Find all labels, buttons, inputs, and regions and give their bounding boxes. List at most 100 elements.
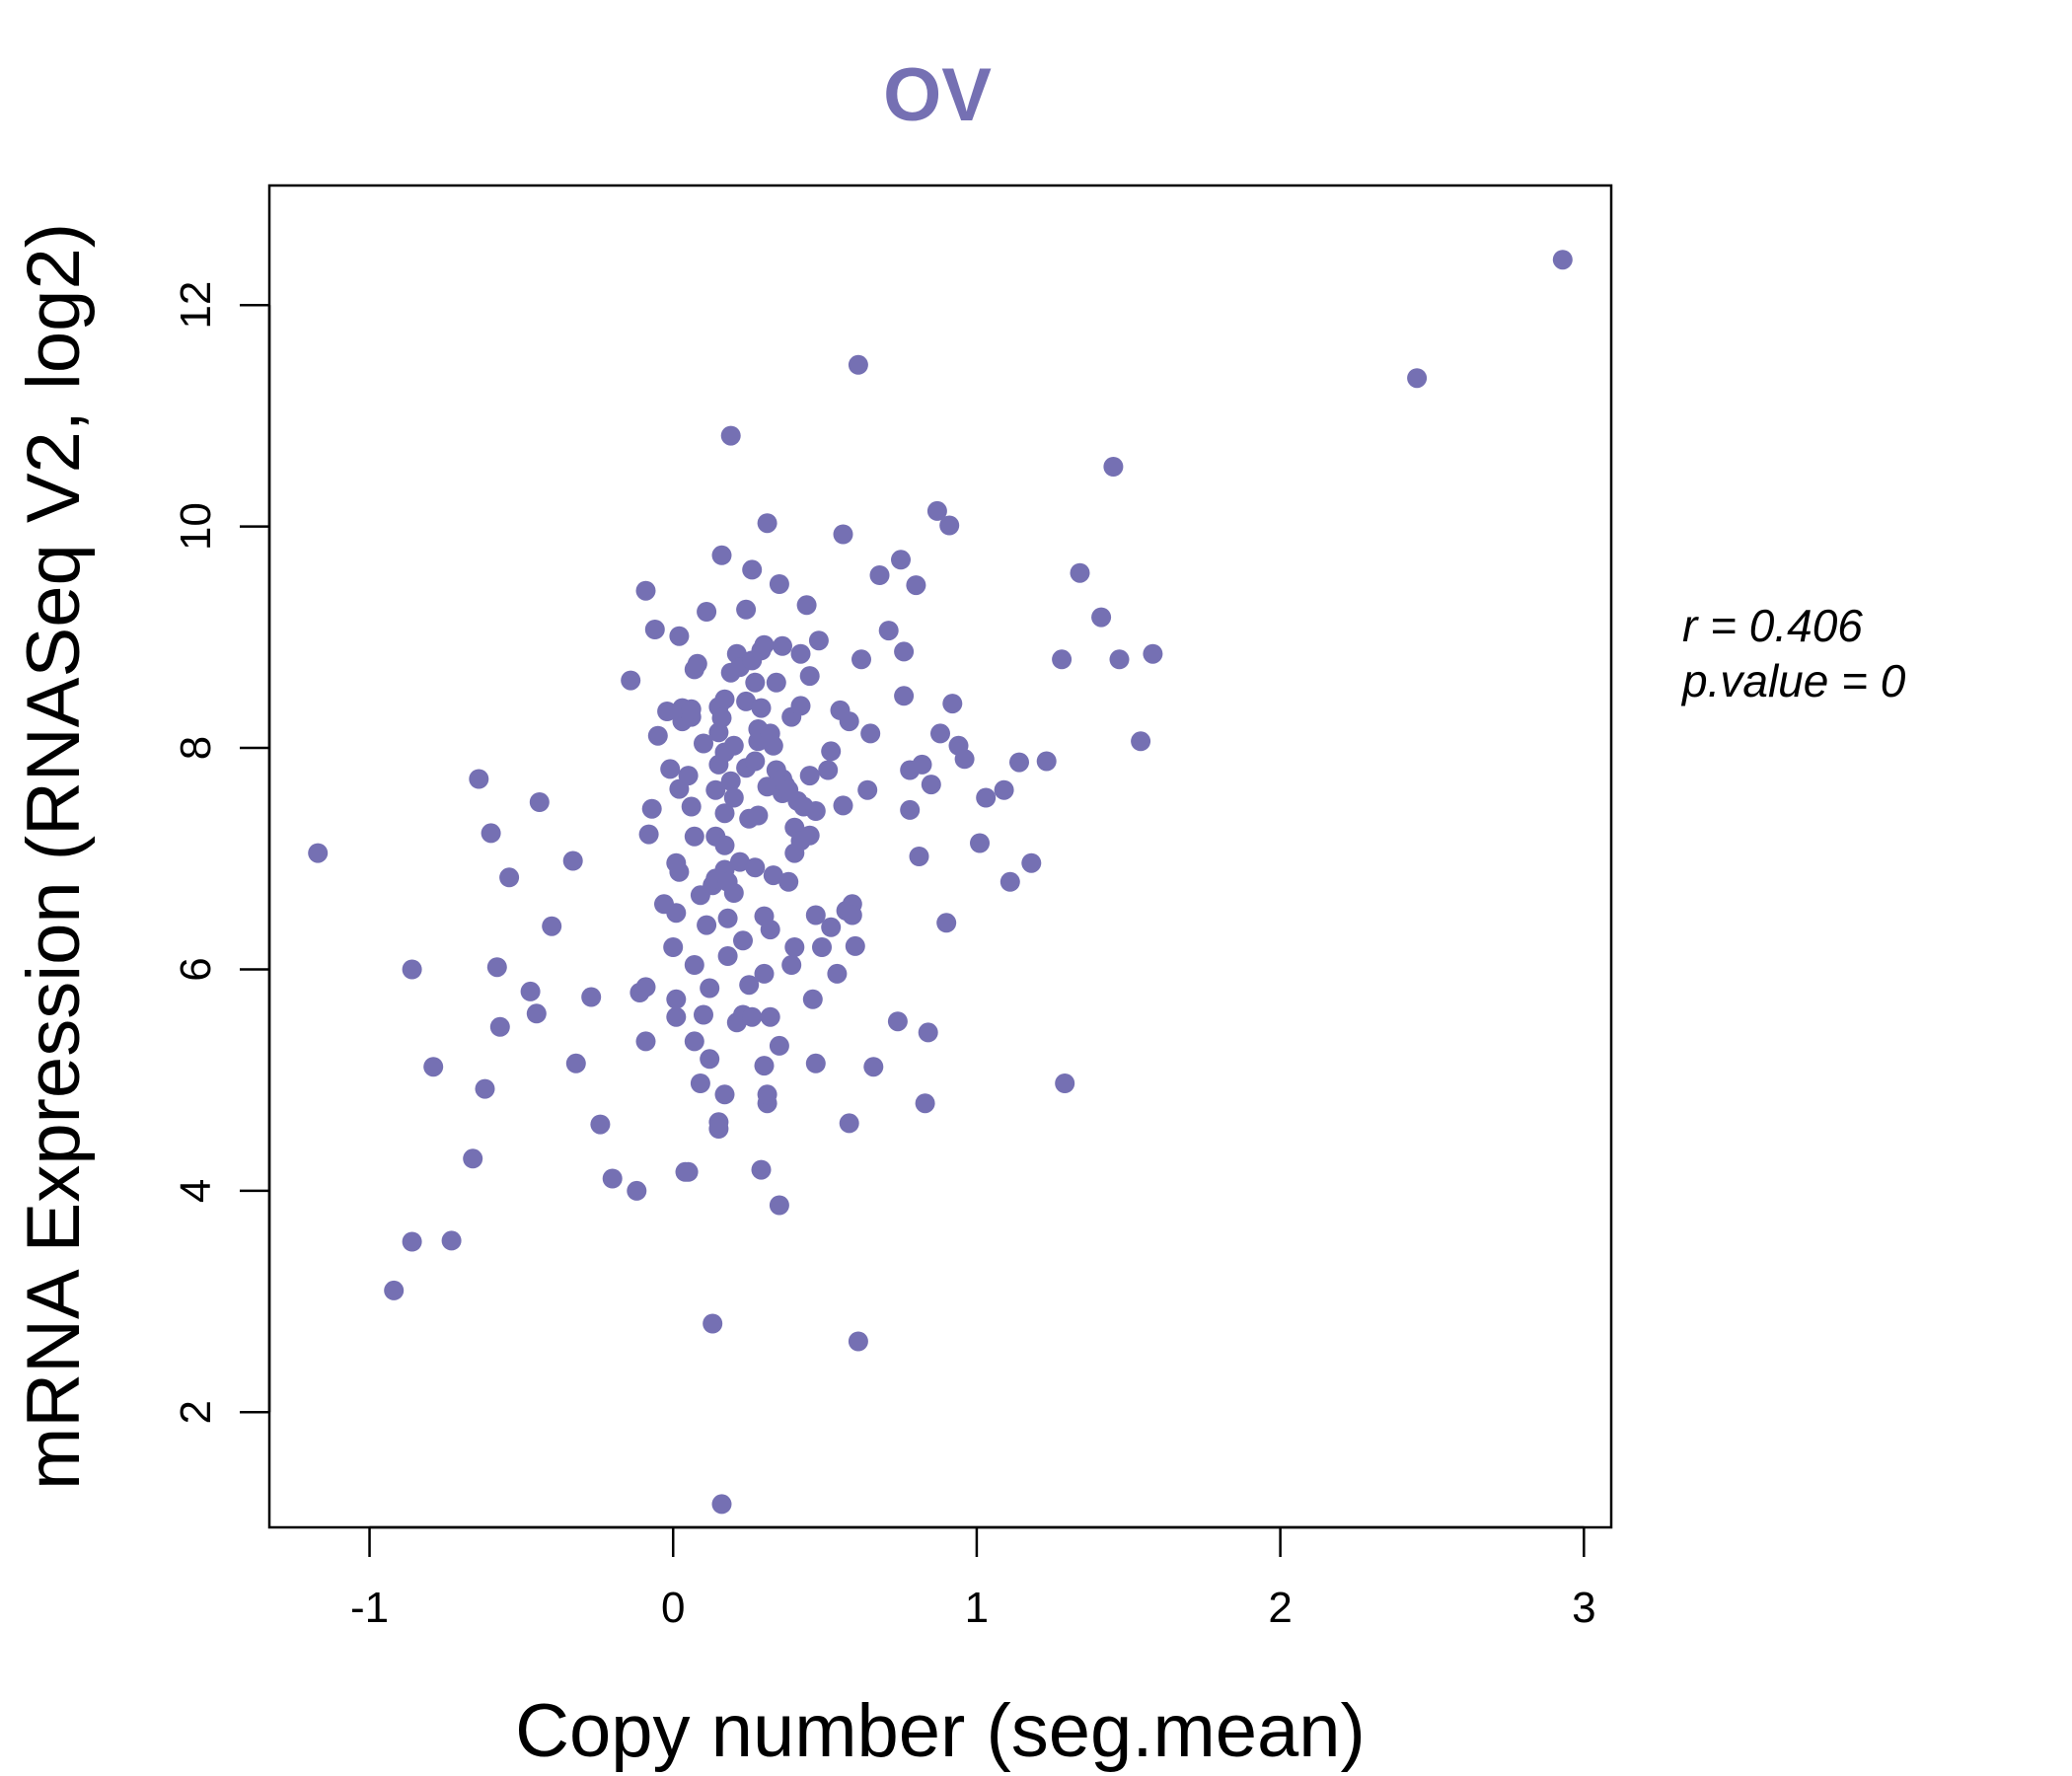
data-point xyxy=(678,766,699,786)
data-point xyxy=(723,883,744,903)
data-point xyxy=(666,903,687,924)
data-point xyxy=(748,805,769,826)
data-point xyxy=(976,787,997,808)
data-point xyxy=(562,851,583,871)
data-point xyxy=(700,978,720,999)
data-point xyxy=(915,1093,935,1114)
data-point xyxy=(481,823,501,844)
data-point xyxy=(839,1113,859,1134)
data-point xyxy=(942,694,963,714)
data-point xyxy=(694,1004,713,1025)
data-point xyxy=(581,987,602,1007)
data-point xyxy=(1070,562,1090,583)
data-point xyxy=(714,803,735,824)
data-point xyxy=(848,354,868,375)
data-point xyxy=(565,1053,586,1073)
data-points xyxy=(308,250,1573,1515)
y-tick-label: 8 xyxy=(172,736,220,760)
data-point xyxy=(711,707,732,728)
data-point xyxy=(805,905,826,925)
data-point xyxy=(921,775,941,795)
data-point xyxy=(711,1494,732,1515)
data-point xyxy=(802,989,823,1009)
data-point xyxy=(790,643,811,664)
data-point xyxy=(520,981,541,1001)
data-point xyxy=(763,735,783,756)
data-point xyxy=(936,913,957,933)
data-point xyxy=(663,937,684,957)
data-point xyxy=(970,833,990,853)
data-point xyxy=(894,641,915,662)
data-point xyxy=(308,843,329,863)
data-point xyxy=(891,550,911,570)
data-point xyxy=(687,653,707,674)
data-point xyxy=(999,871,1020,892)
data-point xyxy=(635,580,656,601)
data-point xyxy=(463,1148,483,1169)
data-point xyxy=(1036,751,1057,772)
data-point xyxy=(666,1006,687,1027)
data-point xyxy=(711,545,732,565)
data-point xyxy=(894,686,915,706)
data-point xyxy=(736,691,757,711)
data-point xyxy=(818,760,839,780)
data-point xyxy=(939,515,960,536)
y-tick-label: 2 xyxy=(172,1400,220,1424)
data-point xyxy=(906,575,926,596)
chart-title: OV xyxy=(883,53,992,137)
data-point xyxy=(684,826,704,847)
data-point xyxy=(681,699,702,719)
data-point xyxy=(635,1031,656,1052)
data-point xyxy=(821,741,842,762)
data-point xyxy=(745,857,766,878)
p-value-label: p.value = 0 xyxy=(1680,655,1906,706)
data-point xyxy=(1055,1073,1075,1093)
data-point xyxy=(714,835,735,855)
data-point xyxy=(842,905,862,925)
data-point xyxy=(799,825,820,846)
data-point xyxy=(751,698,772,718)
data-point xyxy=(760,1006,780,1027)
y-tick-label: 6 xyxy=(172,957,220,981)
data-point xyxy=(384,1280,405,1300)
data-point xyxy=(602,1168,623,1189)
data-point xyxy=(845,935,865,956)
data-point xyxy=(708,1119,729,1139)
data-point xyxy=(690,1073,710,1093)
data-point xyxy=(839,711,859,732)
data-point xyxy=(757,777,777,797)
data-point xyxy=(469,769,489,789)
data-point xyxy=(714,1084,735,1105)
data-point xyxy=(1021,852,1042,873)
data-point xyxy=(1009,752,1029,773)
data-point xyxy=(717,946,738,966)
x-tick-label: 0 xyxy=(661,1584,685,1632)
data-point xyxy=(745,751,766,772)
data-point xyxy=(863,1057,884,1077)
data-point xyxy=(833,795,853,816)
data-point xyxy=(441,1230,462,1251)
data-point xyxy=(666,989,687,1009)
data-point xyxy=(860,723,881,744)
data-point xyxy=(641,798,662,819)
data-point xyxy=(1052,649,1073,670)
data-point xyxy=(805,1053,826,1073)
data-point xyxy=(423,1057,444,1077)
data-point xyxy=(700,1049,720,1070)
data-point xyxy=(857,779,878,800)
data-point xyxy=(773,635,792,656)
data-point xyxy=(542,916,562,936)
data-point xyxy=(757,1084,777,1105)
data-point xyxy=(808,630,829,651)
x-axis: -1 0 1 2 3 xyxy=(350,1525,1596,1632)
data-point xyxy=(733,930,753,951)
data-point xyxy=(1131,731,1151,752)
data-point xyxy=(703,1313,723,1334)
data-point xyxy=(526,1003,547,1024)
data-point xyxy=(790,696,811,716)
y-tick-label: 12 xyxy=(172,281,220,330)
data-point xyxy=(754,634,775,655)
data-point xyxy=(909,847,929,866)
data-point xyxy=(684,955,704,975)
